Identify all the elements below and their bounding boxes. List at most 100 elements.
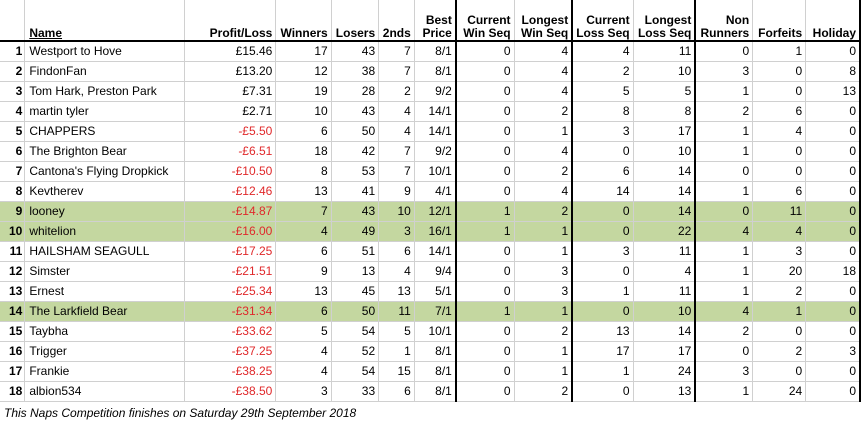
cell-longest-win-seq[interactable]: 4: [514, 81, 574, 102]
cell-best-price[interactable]: 10/1: [414, 321, 457, 342]
cell-longest-win-seq[interactable]: 3: [514, 261, 574, 282]
cell-current-win-seq[interactable]: 0: [455, 261, 515, 282]
header-holiday[interactable]: Holiday: [805, 0, 861, 42]
cell-current-loss-seq[interactable]: 2: [572, 61, 634, 82]
cell-seconds[interactable]: 9: [378, 181, 415, 202]
cell-best-price[interactable]: 8/1: [414, 61, 457, 82]
cell-winners[interactable]: 4: [275, 341, 332, 362]
cell-forfeits[interactable]: 24: [752, 381, 807, 402]
cell-current-loss-seq[interactable]: 1: [572, 281, 634, 302]
cell-current-loss-seq[interactable]: 0: [572, 261, 634, 282]
cell-best-price[interactable]: 12/1: [414, 201, 457, 222]
cell-profit-loss[interactable]: -£25.34: [184, 281, 277, 302]
cell-forfeits[interactable]: 0: [752, 161, 807, 182]
cell-losers[interactable]: 13: [331, 261, 380, 282]
header-seconds[interactable]: 2nds: [378, 0, 415, 42]
cell-longest-loss-seq[interactable]: 8: [633, 101, 697, 122]
cell-profit-loss[interactable]: £15.46: [184, 41, 277, 62]
cell-holiday[interactable]: 0: [805, 221, 861, 242]
cell-seconds[interactable]: 7: [378, 41, 415, 62]
cell-current-win-seq[interactable]: 1: [455, 221, 515, 242]
cell-profit-loss[interactable]: £2.71: [184, 101, 277, 122]
cell-current-win-seq[interactable]: 0: [455, 101, 515, 122]
cell-current-win-seq[interactable]: 0: [455, 141, 515, 162]
cell-winners[interactable]: 5: [275, 321, 332, 342]
cell-losers[interactable]: 42: [331, 141, 380, 162]
cell-name[interactable]: Kevtherev: [24, 181, 186, 202]
cell-longest-win-seq[interactable]: 1: [514, 221, 574, 242]
header-non-runners[interactable]: Non Runners: [695, 0, 754, 42]
cell-name[interactable]: Cantona's Flying Dropkick: [24, 161, 186, 182]
cell-forfeits[interactable]: 4: [752, 221, 807, 242]
cell-current-loss-seq[interactable]: 0: [572, 221, 634, 242]
cell-current-win-seq[interactable]: 0: [455, 241, 515, 262]
cell-best-price[interactable]: 9/2: [414, 81, 457, 102]
cell-holiday[interactable]: 0: [805, 241, 861, 262]
cell-profit-loss[interactable]: -£10.50: [184, 161, 277, 182]
cell-forfeits[interactable]: 1: [752, 41, 807, 62]
cell-longest-loss-seq[interactable]: 11: [633, 281, 697, 302]
cell-longest-loss-seq[interactable]: 10: [633, 61, 697, 82]
cell-current-win-seq[interactable]: 0: [455, 181, 515, 202]
cell-seconds[interactable]: 4: [378, 261, 415, 282]
cell-current-win-seq[interactable]: 0: [455, 41, 515, 62]
cell-profit-loss[interactable]: -£38.25: [184, 361, 277, 382]
cell-longest-loss-seq[interactable]: 11: [633, 41, 697, 62]
cell-position[interactable]: 1: [0, 41, 26, 62]
cell-profit-loss[interactable]: £7.31: [184, 81, 277, 102]
cell-holiday[interactable]: 0: [805, 141, 861, 162]
cell-longest-loss-seq[interactable]: 14: [633, 181, 697, 202]
cell-holiday[interactable]: 0: [805, 301, 861, 322]
cell-current-loss-seq[interactable]: 6: [572, 161, 634, 182]
cell-longest-win-seq[interactable]: 1: [514, 341, 574, 362]
cell-position[interactable]: 18: [0, 381, 26, 402]
header-name[interactable]: Name: [24, 0, 186, 42]
cell-non-runners[interactable]: 1: [695, 121, 754, 142]
cell-longest-win-seq[interactable]: 1: [514, 301, 574, 322]
cell-profit-loss[interactable]: -£5.50: [184, 121, 277, 142]
cell-best-price[interactable]: 16/1: [414, 221, 457, 242]
cell-name[interactable]: martin tyler: [24, 101, 186, 122]
cell-current-loss-seq[interactable]: 3: [572, 241, 634, 262]
cell-seconds[interactable]: 7: [378, 141, 415, 162]
cell-seconds[interactable]: 6: [378, 381, 415, 402]
cell-non-runners[interactable]: 0: [695, 41, 754, 62]
cell-forfeits[interactable]: 0: [752, 141, 807, 162]
cell-name[interactable]: Tom Hark, Preston Park: [24, 81, 186, 102]
cell-longest-win-seq[interactable]: 1: [514, 241, 574, 262]
cell-holiday[interactable]: 0: [805, 381, 861, 402]
cell-best-price[interactable]: 14/1: [414, 241, 457, 262]
cell-current-win-seq[interactable]: 0: [455, 61, 515, 82]
cell-holiday[interactable]: 0: [805, 41, 861, 62]
cell-seconds[interactable]: 10: [378, 201, 415, 222]
cell-seconds[interactable]: 4: [378, 121, 415, 142]
cell-non-runners[interactable]: 1: [695, 141, 754, 162]
cell-longest-win-seq[interactable]: 3: [514, 281, 574, 302]
cell-forfeits[interactable]: 6: [752, 181, 807, 202]
cell-non-runners[interactable]: 4: [695, 221, 754, 242]
cell-winners[interactable]: 18: [275, 141, 332, 162]
cell-non-runners[interactable]: 2: [695, 101, 754, 122]
cell-current-loss-seq[interactable]: 5: [572, 81, 634, 102]
cell-losers[interactable]: 45: [331, 281, 380, 302]
cell-forfeits[interactable]: 0: [752, 321, 807, 342]
cell-winners[interactable]: 6: [275, 121, 332, 142]
cell-forfeits[interactable]: 20: [752, 261, 807, 282]
cell-losers[interactable]: 28: [331, 81, 380, 102]
cell-non-runners[interactable]: 1: [695, 181, 754, 202]
cell-position[interactable]: 8: [0, 181, 26, 202]
cell-current-loss-seq[interactable]: 0: [572, 141, 634, 162]
cell-winners[interactable]: 8: [275, 161, 332, 182]
cell-losers[interactable]: 33: [331, 381, 380, 402]
header-current-loss-seq[interactable]: Current Loss Seq: [572, 0, 634, 42]
cell-name[interactable]: Trigger: [24, 341, 186, 362]
cell-longest-win-seq[interactable]: 4: [514, 61, 574, 82]
cell-name[interactable]: The Brighton Bear: [24, 141, 186, 162]
cell-holiday[interactable]: 0: [805, 361, 861, 382]
cell-position[interactable]: 4: [0, 101, 26, 122]
cell-seconds[interactable]: 13: [378, 281, 415, 302]
cell-holiday[interactable]: 0: [805, 281, 861, 302]
cell-name[interactable]: The Larkfield Bear: [24, 301, 186, 322]
cell-profit-loss[interactable]: -£16.00: [184, 221, 277, 242]
cell-seconds[interactable]: 1: [378, 341, 415, 362]
